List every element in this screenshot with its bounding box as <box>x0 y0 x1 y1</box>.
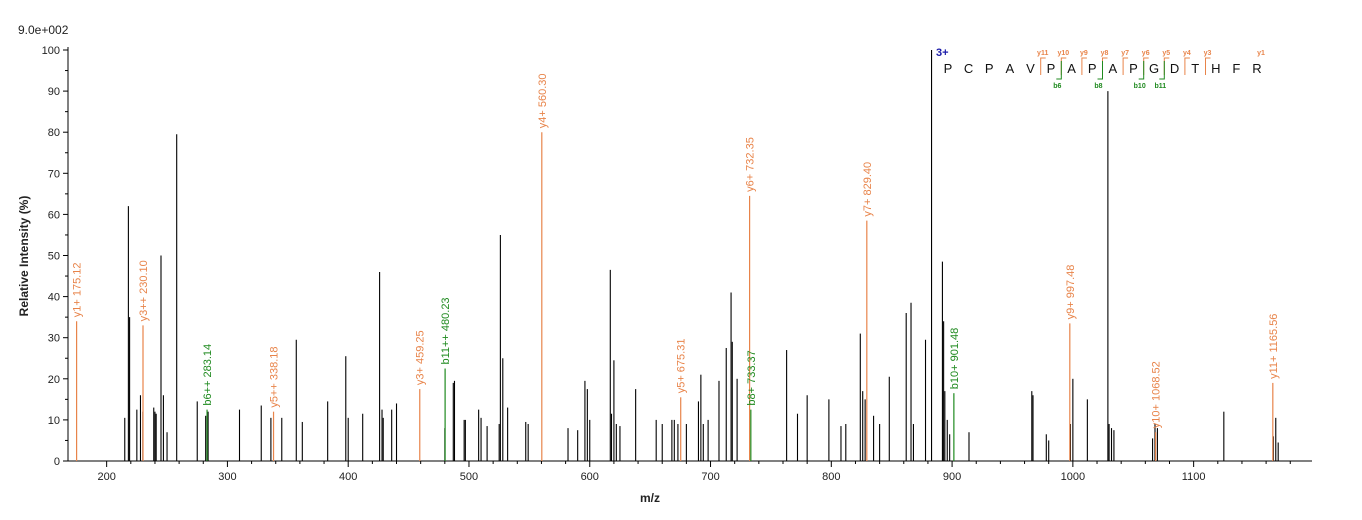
y-tick-label: 70 <box>48 168 60 180</box>
sequence-residue: G <box>1149 61 1159 76</box>
peak-annotation-label: y10+ 1068.52 <box>1151 361 1163 428</box>
sequence-residue: F <box>1232 61 1240 76</box>
sequence-residue: P <box>1129 61 1138 76</box>
y-fragment-bracket <box>1143 57 1149 75</box>
y-fragment-bracket <box>1163 57 1170 75</box>
sequence-residue: D <box>1170 61 1179 76</box>
peak-annotation-label: y7+ 829.40 <box>862 162 874 217</box>
b-fragment-label: b10 <box>1134 83 1146 90</box>
sequence-residue: P <box>1047 61 1056 76</box>
b-fragment-bracket <box>1138 61 1145 80</box>
y-fragment-bracket <box>1205 57 1211 75</box>
x-tick-label: 800 <box>822 471 840 483</box>
y-fragment-label: y3 <box>1204 50 1212 57</box>
y-fragment-label: y10 <box>1057 50 1069 57</box>
peak-annotation-label: b8+ 733.37 <box>746 350 758 405</box>
y-fragment-label: y8 <box>1101 50 1109 57</box>
sequence-residue: P <box>1088 61 1097 76</box>
x-tick-label: 700 <box>701 471 719 483</box>
y-tick-label: 100 <box>42 45 60 57</box>
sequence-residue: P <box>944 61 953 76</box>
y-tick-label: 40 <box>48 292 60 304</box>
sequence-residue: C <box>964 61 973 76</box>
y-fragment-label: y1 <box>1257 50 1265 57</box>
b-fragment-bracket <box>1056 61 1062 80</box>
b-fragment-bracket <box>1159 61 1165 80</box>
peak-annotation-label: b11++ 480.23 <box>440 297 452 364</box>
y-fragment-bracket <box>1122 57 1129 75</box>
x-axis-title: m/z <box>640 491 660 505</box>
sequence-residue: H <box>1211 61 1220 76</box>
x-tick-label: 600 <box>581 471 599 483</box>
y-tick-label: 50 <box>48 251 60 263</box>
y-axis-title: Relative Intensity (%) <box>17 196 31 317</box>
sequence-residue: P <box>985 61 994 76</box>
sequence-residue: V <box>1026 61 1035 76</box>
sequence-residue: R <box>1252 61 1261 76</box>
peak-annotation-label: y5++ 338.18 <box>269 347 281 408</box>
sequence-residue: T <box>1191 61 1199 76</box>
y-tick-label: 60 <box>48 209 60 221</box>
peak-annotation-label: y6+ 732.35 <box>745 137 757 192</box>
b-fragment-label: b8 <box>1094 83 1102 90</box>
sequence-residue: A <box>1108 61 1117 76</box>
y-fragment-bracket <box>1184 57 1190 75</box>
x-tick-label: 300 <box>218 471 236 483</box>
b-fragment-label: b11 <box>1154 83 1166 90</box>
peak-annotation-label: y9+ 997.48 <box>1065 265 1077 320</box>
peak-annotation-label: b10+ 901.48 <box>949 328 961 389</box>
y-tick-label: 20 <box>48 374 60 386</box>
precursor-charge-label: 3+ <box>936 47 949 59</box>
x-tick-label: 200 <box>97 471 115 483</box>
x-tick-label: 900 <box>943 471 961 483</box>
y-fragment-label: y6 <box>1142 50 1150 57</box>
y-tick-label: 30 <box>48 333 60 345</box>
y-fragment-label: y5 <box>1162 50 1170 57</box>
x-tick-label: 1000 <box>1061 471 1085 483</box>
b-fragment-label: b6 <box>1053 83 1061 90</box>
x-tick-label: 500 <box>460 471 478 483</box>
sequence-residue: A <box>1005 61 1014 76</box>
peak-annotation-label: y3++ 230.10 <box>138 260 150 321</box>
y-tick-label: 90 <box>48 86 60 98</box>
x-tick-label: 1100 <box>1182 471 1206 483</box>
peak-annotation-label: y1+ 175.12 <box>72 263 84 318</box>
y-fragment-bracket <box>1081 57 1087 75</box>
y-fragment-label: y9 <box>1080 50 1088 57</box>
peak-annotation-label: y3+ 459.25 <box>415 330 427 385</box>
sequence-residue: A <box>1067 61 1076 76</box>
peak-annotation-label: y4+ 560.30 <box>537 73 549 128</box>
y-tick-label: 0 <box>54 456 60 468</box>
peak-annotation-label: y5+ 675.31 <box>676 339 688 394</box>
y-fragment-label: y11 <box>1037 50 1048 57</box>
y-fragment-bracket <box>1060 57 1067 75</box>
intensity-scale-label: 9.0e+002 <box>18 23 69 37</box>
y-fragment-bracket <box>1102 57 1108 75</box>
y-fragment-bracket <box>1040 57 1046 75</box>
y-tick-label: 10 <box>48 415 60 427</box>
plot-area: 0 10 20 30 40 50 60 70 80 90 100 200 300 400 500 600 700… <box>42 45 1312 483</box>
y-fragment-label: y7 <box>1121 50 1129 57</box>
y-fragment-label: y4 <box>1183 50 1191 57</box>
x-tick-label: 400 <box>339 471 357 483</box>
y-tick-label: 80 <box>48 127 60 139</box>
b-fragment-bracket <box>1097 61 1103 80</box>
peak-annotation-label: b6++ 283.14 <box>202 344 214 406</box>
peak-annotation-label: y11+ 1165.56 <box>1268 314 1280 379</box>
